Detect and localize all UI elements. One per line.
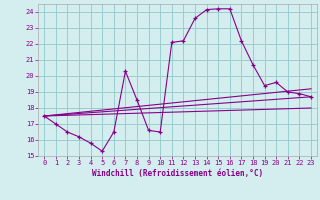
X-axis label: Windchill (Refroidissement éolien,°C): Windchill (Refroidissement éolien,°C)	[92, 169, 263, 178]
